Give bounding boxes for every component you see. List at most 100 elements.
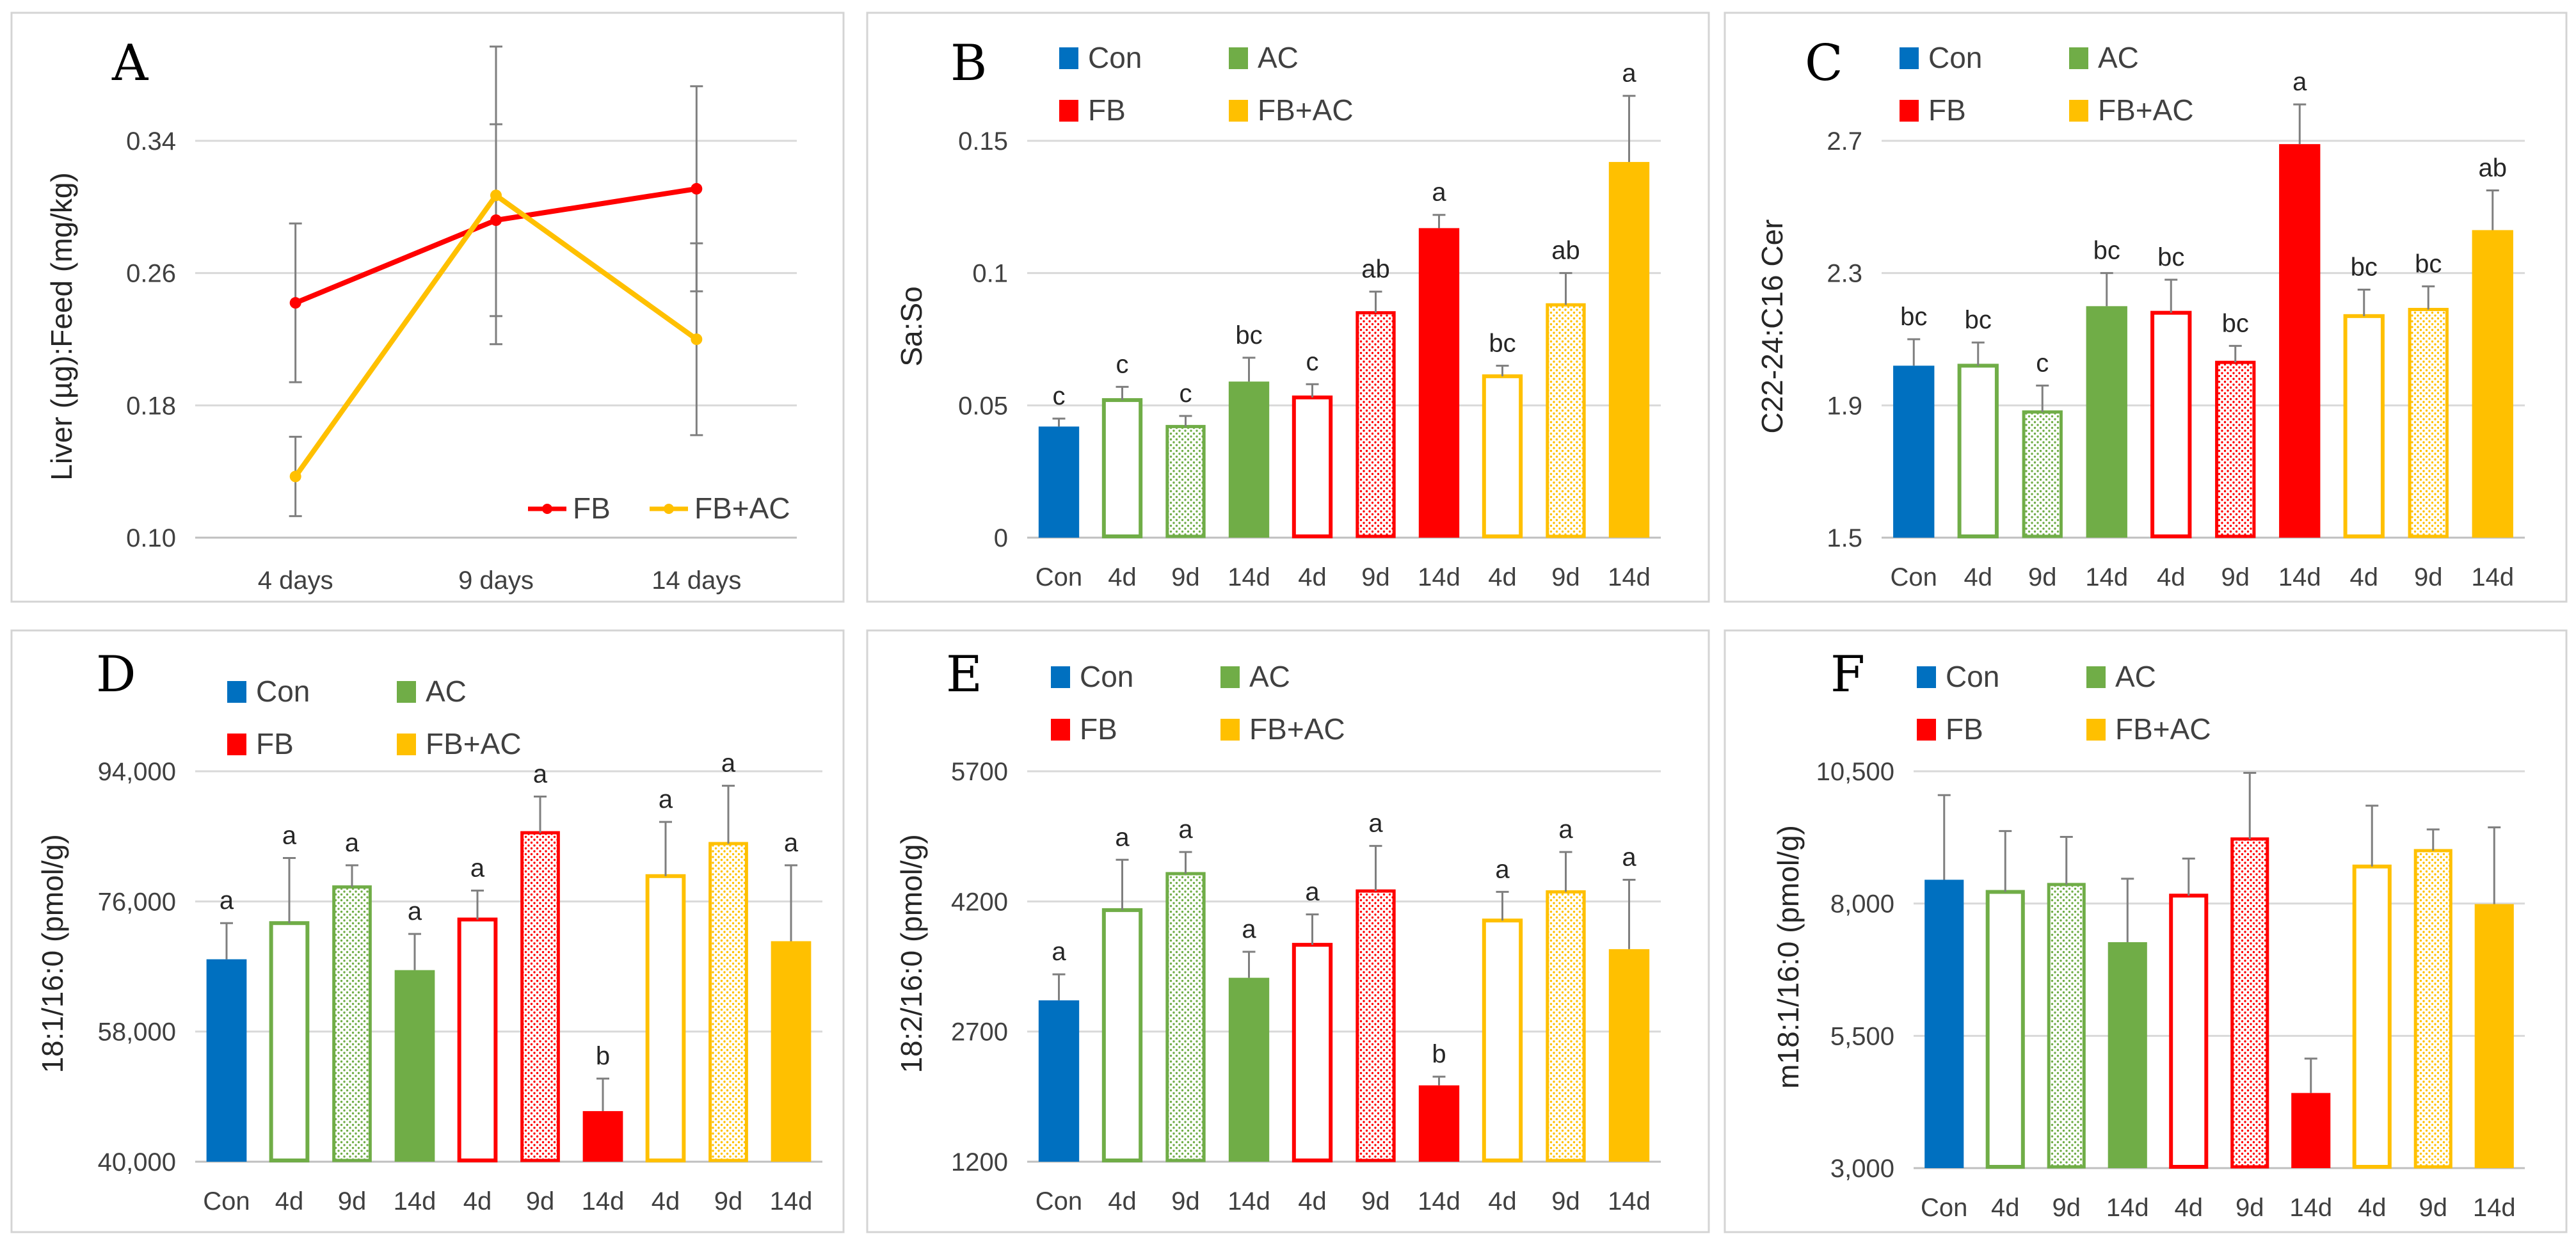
x-tick-label: 4d [1991,1194,2020,1222]
significance-letter: a [1242,915,1256,943]
legend-swatch-fb-ac [2086,719,2106,741]
significance-letter: a [1178,815,1193,844]
legend-swatch-fb-ac [397,734,416,755]
legend-swatch-fb [1051,719,1070,741]
significance-letter: bc [1235,321,1262,349]
y-tick-label: 0.18 [126,392,176,420]
significance-letter: a [1622,60,1636,88]
bar [1356,311,1396,538]
x-tick-label: 4d [1964,563,1993,591]
y-tick-label: 0.15 [958,127,1008,156]
bar [708,842,748,1162]
legend-label: FB [1088,93,1126,127]
x-tick-label: 4 days [258,566,333,595]
y-axis-label: 18:2/16:0 (pmol/g) [895,834,928,1073]
bar [2150,310,2192,538]
legend-swatch-ac [2069,47,2088,69]
significance-letter: a [533,760,548,789]
bar [1038,426,1080,538]
x-tick-label: 9d [1171,1187,1200,1215]
y-axis-label: m18:1/16:0 (pmol/g) [1772,825,1805,1089]
significance-letter: a [345,829,360,857]
legend-swatch-ac [2086,666,2106,688]
legend-swatch-ac [1229,47,1248,69]
legend-label: FB+AC [2098,93,2194,127]
legend-label: AC [1258,41,1299,74]
bar [1418,1085,1460,1162]
x-tick-label: 14d [1418,1187,1460,1215]
panel-letter: B [950,35,987,92]
x-tick-label: 9d [1171,563,1200,591]
bar [2022,410,2063,538]
y-tick-label: 2.7 [1827,127,1862,156]
x-tick-label: 14d [2473,1194,2516,1222]
bar [1985,890,2025,1169]
legend-label: FB [1946,712,1983,746]
x-tick-label: 9d [1361,563,1390,591]
legend-label: FB+AC [1249,712,1345,746]
x-tick-label: 4d [1108,1187,1137,1215]
bar [1038,1000,1080,1162]
legend-swatch-fb [1900,100,1919,122]
x-tick-label: 14d [1608,563,1651,591]
data-point [691,182,703,195]
data-point [289,297,301,309]
x-tick-label: 4d [463,1187,492,1215]
y-tick-label: 2.3 [1827,260,1862,288]
panel-letter: E [946,646,982,703]
bar [457,917,498,1163]
y-tick-label: 4200 [951,888,1008,916]
bar [2474,904,2514,1168]
x-tick-label: 9d [2221,563,2250,591]
bar [1165,424,1206,538]
x-tick-label: 14d [2278,563,2321,591]
x-tick-label: 14d [2471,563,2514,591]
data-point [490,214,502,226]
y-axis-label: 18:1/16:0 (pmol/g) [36,834,69,1073]
significance-letter: a [659,785,673,814]
x-tick-label: 9d [2419,1194,2448,1222]
legend-label: FB+AC [2115,712,2211,746]
significance-letter: bc [2157,243,2184,271]
x-tick-label: Con [1921,1194,1967,1222]
bar [2230,837,2269,1169]
significance-letter: ab [1361,255,1390,284]
bar [2408,308,2449,538]
significance-letter: ab [1551,237,1580,265]
bar [1165,872,1206,1162]
legend-swatch-con [1900,47,1919,69]
significance-letter: bc [2351,253,2378,282]
legend-swatch-con [1051,666,1070,688]
significance-letter: a [784,829,799,857]
bar [1893,365,1935,538]
legend-swatch-ac [1220,666,1240,688]
significance-letter: a [1115,823,1130,851]
legend-label: AC [1249,660,1290,693]
bar [1228,977,1270,1162]
bar [1356,889,1396,1162]
y-tick-label: 2700 [951,1018,1008,1047]
legend-marker [542,504,552,514]
y-tick-label: 1.9 [1827,392,1862,420]
panel-d: D 40,000 58,000 76,000 94,000 18:1/16:0 (pmol… [10,629,845,1233]
x-tick-label: 9d [526,1187,555,1215]
significance-letter: bc [1900,303,1927,331]
x-tick-label: 4d [2350,563,2379,591]
data-point [490,189,502,202]
bar [1228,381,1270,538]
panel-e: E 1200 2700 4200 5700 18:2/16:0 (pmol/g) a Con a… [866,629,1710,1233]
legend-label: FB+AC [426,727,522,760]
bar [582,1111,623,1162]
significance-letter: ab [2479,154,2508,182]
legend-swatch-fb-ac [2069,100,2088,122]
panel-letter: F [1830,646,1865,703]
bar [1101,908,1143,1163]
bar [2215,360,2256,538]
x-tick-label: 4d [1298,563,1327,591]
legend-label: FB+AC [1258,93,1354,127]
significance-letter: a [1368,810,1383,838]
significance-letter: c [1180,380,1192,408]
bar [2472,230,2513,538]
significance-letter: a [1305,878,1320,906]
